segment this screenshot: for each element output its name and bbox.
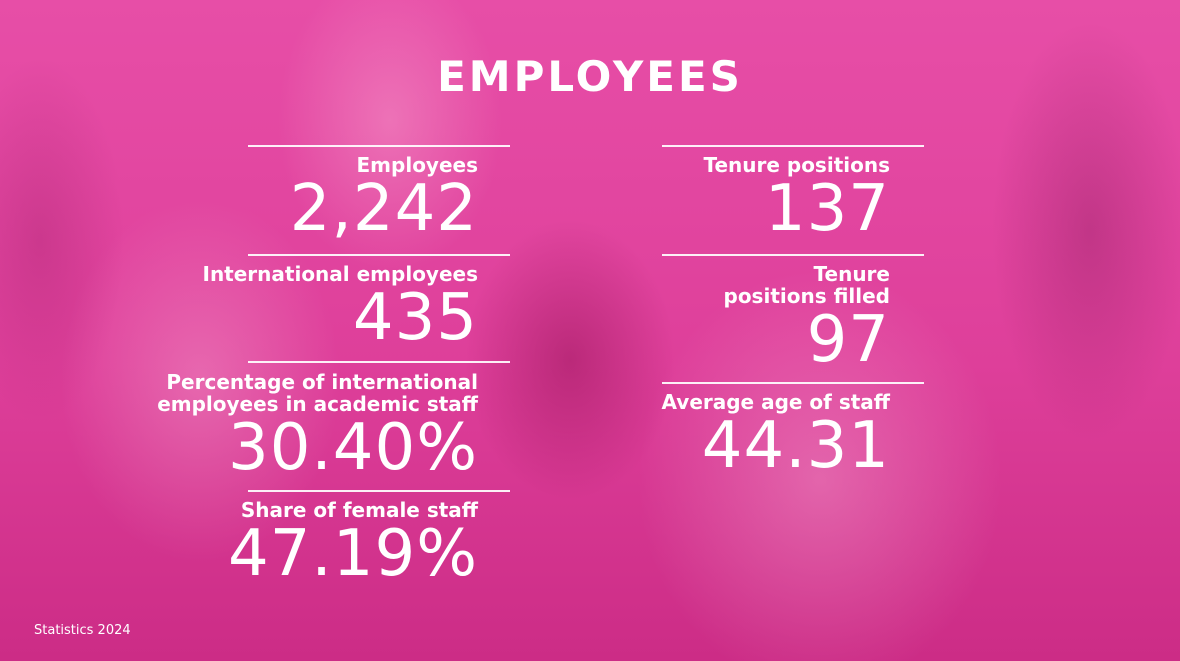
divider-rule <box>248 490 510 492</box>
divider-rule <box>248 361 510 363</box>
stat-value: 137 <box>764 172 890 246</box>
stat-label: Tenure positions <box>703 153 890 177</box>
stat-employees: Employees 2,242 <box>290 154 478 242</box>
divider-rule <box>662 254 924 256</box>
stat-label: Tenure positions filled <box>723 262 891 308</box>
stat-value: 97 <box>806 303 890 377</box>
divider-rule <box>662 145 924 147</box>
stat-value: 44.31 <box>701 409 890 483</box>
stat-tenure-positions-filled: Tenure positions filled 97 <box>724 263 891 373</box>
stat-value: 2,242 <box>289 172 478 246</box>
stat-value: 435 <box>352 281 478 355</box>
stat-label: Employees <box>356 153 478 177</box>
stat-female-share: Share of female staff 47.19% <box>228 499 478 587</box>
stat-average-age: Average age of staff 44.31 <box>662 391 890 479</box>
stat-label: Percentage of international employees in… <box>157 370 478 416</box>
page-title: EMPLOYEES <box>437 52 743 101</box>
divider-rule <box>662 382 924 384</box>
stat-label: Share of female staff <box>240 498 478 522</box>
stat-label: Average age of staff <box>661 390 890 414</box>
stat-international-employees: International employees 435 <box>203 263 479 351</box>
stat-value: 47.19% <box>227 517 478 591</box>
stat-tenure-positions: Tenure positions 137 <box>703 154 890 242</box>
divider-rule <box>248 145 510 147</box>
stat-international-academic-percentage: Percentage of international employees in… <box>157 371 478 481</box>
stat-value: 30.40% <box>227 411 478 485</box>
stat-label: International employees <box>202 262 479 286</box>
divider-rule <box>248 254 510 256</box>
footer-text: Statistics 2024 <box>34 623 131 638</box>
